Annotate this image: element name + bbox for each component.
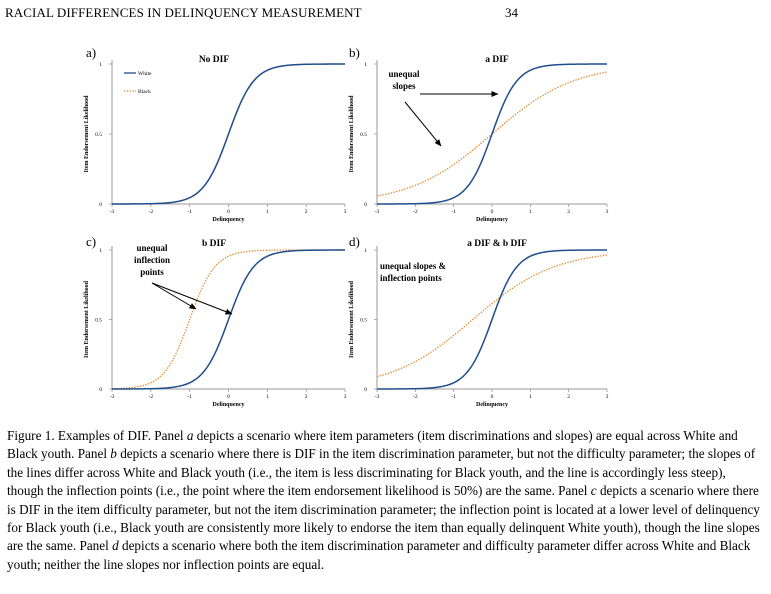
panel-label-b: b) bbox=[349, 45, 360, 60]
panel-title-b: a DIF bbox=[485, 55, 509, 65]
x-tick-label-c: 3 bbox=[344, 394, 347, 400]
y-tick-label-a: 0.5 bbox=[95, 132, 102, 138]
curve-black-d bbox=[376, 254, 608, 378]
page-number: 34 bbox=[505, 5, 518, 20]
x-tick-label-c: 0 bbox=[227, 394, 230, 400]
y-axis-label-d: Item Endorsement Likelihood bbox=[349, 280, 355, 358]
curve-white-a bbox=[111, 63, 346, 205]
x-tick-label-b: -3 bbox=[375, 209, 380, 215]
y-tick-label-c: 0.5 bbox=[95, 318, 102, 324]
x-axis-label-a: Delinquency bbox=[212, 217, 244, 223]
x-axis-label-d: Delinquency bbox=[476, 402, 508, 408]
x-tick-label-b: -2 bbox=[413, 209, 418, 215]
curve-white-b bbox=[376, 63, 608, 205]
annotation-d: unequal slopes & bbox=[380, 261, 447, 271]
x-tick-label-d: 1 bbox=[529, 394, 532, 400]
x-tick-label-b: 1 bbox=[529, 209, 532, 215]
y-tick-label-b: 0 bbox=[364, 202, 367, 208]
panel-title-c: b DIF bbox=[202, 239, 226, 249]
y-axis-label-c: Item Endorsement Likelihood bbox=[84, 280, 90, 358]
annotation-d: inflection points bbox=[380, 273, 442, 283]
x-tick-label-c: 2 bbox=[305, 394, 308, 400]
x-tick-label-b: 2 bbox=[567, 209, 570, 215]
legend-label-black: Black bbox=[138, 89, 151, 95]
annotation-c: inflection bbox=[134, 255, 170, 265]
x-tick-label-d: 0 bbox=[491, 394, 494, 400]
annotation-c: unequal bbox=[136, 243, 168, 253]
dif-figure: a) No DIF 0 0.5 1 -3 -2 -1 0 1 2 3 Delinquency Item E… bbox=[84, 45, 609, 408]
y-tick-label-b: 0.5 bbox=[360, 132, 367, 138]
x-axis-label-b: Delinquency bbox=[476, 217, 508, 223]
panel-label-a: a) bbox=[86, 45, 96, 60]
x-tick-label-c: -1 bbox=[187, 394, 192, 400]
curve-white-c bbox=[111, 249, 346, 390]
x-tick-label-a: -2 bbox=[149, 209, 154, 215]
y-tick-label-a: 1 bbox=[99, 62, 102, 68]
y-tick-label-d: 1 bbox=[364, 248, 367, 254]
annotation-arrow-c bbox=[151, 282, 197, 310]
y-tick-label-b: 1 bbox=[364, 62, 367, 68]
x-tick-label-d: 3 bbox=[606, 394, 609, 400]
y-tick-label-d: 0 bbox=[364, 387, 367, 393]
x-tick-label-c: -3 bbox=[110, 394, 115, 400]
x-tick-label-a: 3 bbox=[344, 209, 347, 215]
y-tick-label-c: 1 bbox=[99, 248, 102, 254]
x-tick-label-b: 3 bbox=[606, 209, 609, 215]
x-tick-label-a: -1 bbox=[187, 209, 192, 215]
y-tick-label-a: 0 bbox=[99, 202, 102, 208]
curve-white-d bbox=[376, 249, 608, 390]
x-tick-label-b: -1 bbox=[451, 209, 456, 215]
x-tick-label-a: 2 bbox=[305, 209, 308, 215]
x-tick-label-a: 0 bbox=[227, 209, 230, 215]
annotation-arrow-c bbox=[151, 282, 233, 315]
x-tick-label-c: 1 bbox=[266, 394, 269, 400]
annotation-b: slopes bbox=[392, 81, 416, 91]
running-head: RACIAL DIFFERENCES IN DELINQUENCY MEASUR… bbox=[5, 5, 362, 20]
x-tick-label-a: 1 bbox=[266, 209, 269, 215]
y-tick-label-c: 0 bbox=[99, 387, 102, 393]
legend-label-white: White bbox=[138, 71, 152, 77]
y-axis-label-a: Item Endorsement Likelihood bbox=[84, 95, 90, 173]
x-tick-label-c: -2 bbox=[149, 394, 154, 400]
x-tick-label-d: -2 bbox=[413, 394, 418, 400]
x-tick-label-d: -3 bbox=[375, 394, 380, 400]
annotation-c: points bbox=[140, 267, 164, 277]
panel-label-d: d) bbox=[349, 234, 360, 249]
panel-title-d: a DIF & b DIF bbox=[467, 239, 527, 249]
x-tick-label-b: 0 bbox=[491, 209, 494, 215]
y-axis-label-b: Item Endorsement Likelihood bbox=[349, 95, 355, 173]
x-tick-label-d: 2 bbox=[567, 394, 570, 400]
annotation-arrow-b bbox=[404, 101, 442, 147]
y-tick-label-d: 0.5 bbox=[360, 318, 367, 324]
x-axis-label-c: Delinquency bbox=[212, 402, 244, 408]
annotation-b: unequal bbox=[388, 69, 420, 79]
x-tick-label-d: -1 bbox=[451, 394, 456, 400]
panel-label-c: c) bbox=[86, 234, 96, 249]
x-tick-label-a: -3 bbox=[110, 209, 115, 215]
panel-title-a: No DIF bbox=[199, 55, 230, 65]
figure-caption: Figure 1. Examples of DIF. Panel a depic… bbox=[7, 428, 760, 572]
